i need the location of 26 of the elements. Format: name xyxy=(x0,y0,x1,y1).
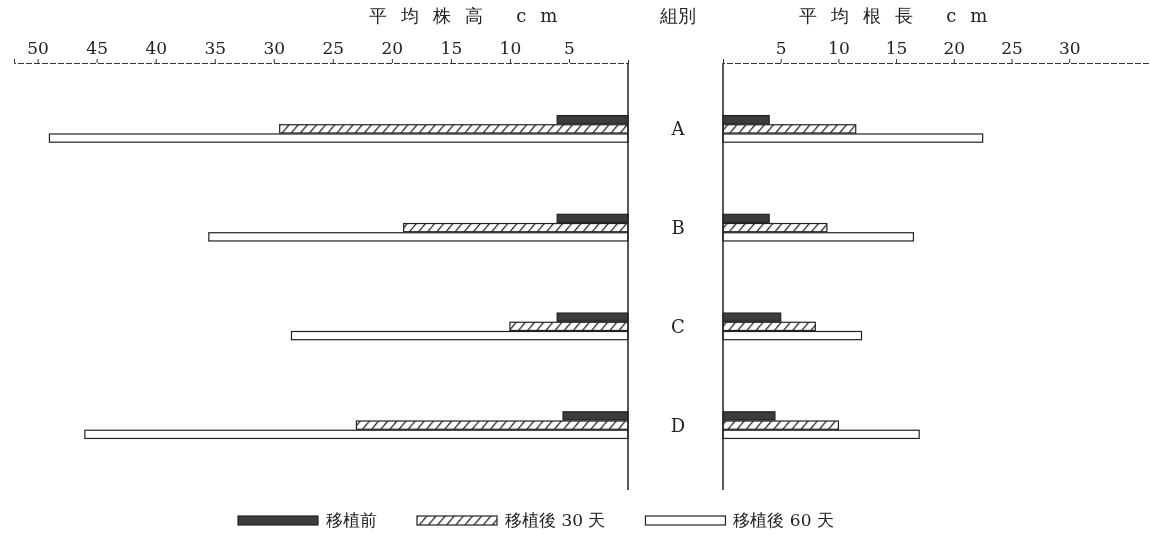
y-axis-title: 組別 xyxy=(659,5,696,26)
legend-label: 移植後 60 天 xyxy=(733,510,834,530)
y-tick-label: D xyxy=(670,414,686,436)
x-tick-label: 20 xyxy=(943,38,966,58)
x-tick-label: 30 xyxy=(263,38,286,58)
x-tick-label: 10 xyxy=(828,38,850,58)
x-tick-label: 5 xyxy=(775,38,787,58)
x-tick-label: 45 xyxy=(86,38,108,58)
legend-label: 移植前 xyxy=(326,510,377,530)
y-tick-label: A xyxy=(670,118,686,140)
x-tick-label: 10 xyxy=(499,38,522,58)
x-tick-label: 40 xyxy=(145,38,168,58)
legend-label: 移植後 30 天 xyxy=(505,510,606,530)
x-tick-label: 35 xyxy=(204,38,227,58)
x-tick-label: 25 xyxy=(322,38,345,58)
x-tick-label: 30 xyxy=(1058,38,1081,58)
x-tick-label: 15 xyxy=(885,38,908,58)
x-axis-title: 平均株高 cm xyxy=(368,5,572,26)
y-tick-label: B xyxy=(671,217,685,239)
x-axis-title: 平均根長 cm xyxy=(798,5,1002,26)
y-tick-label: C xyxy=(671,315,685,337)
x-tick-label: 5 xyxy=(564,38,575,58)
x-tick-label: 15 xyxy=(440,38,463,58)
x-tick-label: 20 xyxy=(381,38,404,58)
x-tick-label: 25 xyxy=(1001,38,1023,58)
x-tick-label: 50 xyxy=(27,38,49,58)
